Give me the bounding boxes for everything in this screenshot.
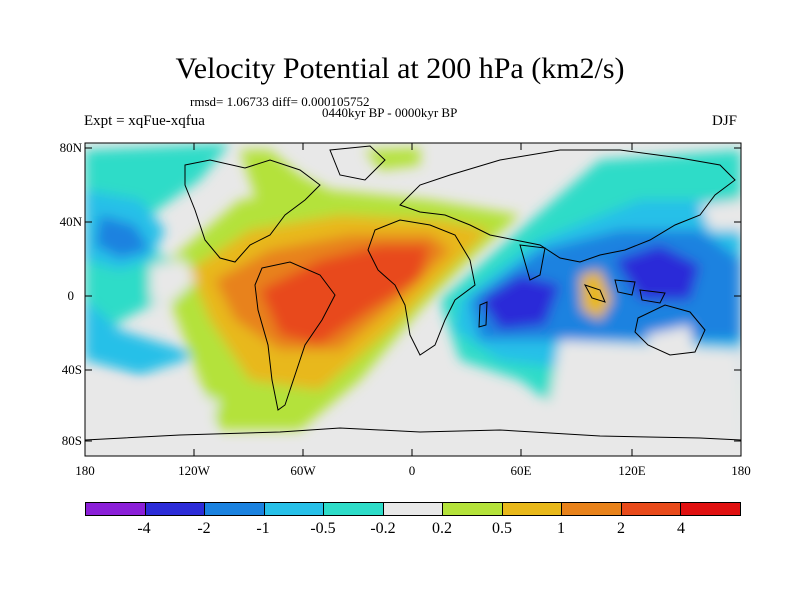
- stats-line: rmsd= 1.06733 diff= 0.000105752: [190, 94, 370, 109]
- lon-label: 180: [75, 463, 95, 478]
- lat-label: 0: [67, 288, 75, 303]
- colorbar-label: -0.5: [310, 520, 336, 537]
- experiment-label: Expt = xqFue-xqfua: [84, 113, 205, 129]
- season-label: DJF: [712, 113, 738, 129]
- lat-label: 80N: [59, 140, 82, 155]
- colorbar-label: -2: [197, 520, 211, 537]
- lat-label: 40S: [61, 362, 82, 377]
- colorbar-label: -4: [137, 520, 151, 537]
- colorbar-label: 1: [557, 520, 565, 537]
- colorbar-swatch: [502, 502, 563, 516]
- colorbar-swatch: [443, 502, 503, 516]
- lon-label: 120W: [178, 463, 210, 478]
- lon-label: 60W: [290, 463, 316, 478]
- colorbar-swatch: [383, 502, 444, 516]
- colorbar-swatch: [621, 502, 682, 516]
- axis-ticks: [84, 143, 742, 456]
- lon-label: 120E: [618, 463, 646, 478]
- map-title: Velocity Potential at 200 hPa (km2/s): [175, 52, 625, 85]
- colorbar-swatch: [264, 502, 325, 516]
- colorbar-swatch: [681, 502, 742, 516]
- colorbar: [85, 502, 742, 516]
- period-label: 0440kyr BP - 0000kyr BP: [322, 105, 458, 120]
- colorbar-label: 0.5: [492, 520, 512, 537]
- colorbar-swatch: [85, 502, 146, 516]
- colorbar-label: -0.2: [370, 520, 396, 537]
- lon-label: 0: [408, 463, 416, 478]
- colorbar-label: 4: [677, 520, 685, 537]
- coastlines: [85, 145, 741, 441]
- colorbar-swatch: [562, 502, 622, 516]
- colorbar-swatch: [205, 502, 265, 516]
- colorbar-label: 0.2: [432, 520, 452, 537]
- map-frame: [84, 142, 742, 457]
- lat-label: 80S: [61, 433, 82, 448]
- colorbar-label: 2: [617, 520, 625, 537]
- lat-label: 40N: [59, 214, 82, 229]
- colorbar-swatch: [324, 502, 384, 516]
- lon-label: 180: [731, 463, 751, 478]
- colorbar-swatch: [145, 502, 206, 516]
- colorbar-label: -1: [256, 520, 270, 537]
- contour-field: [85, 143, 741, 456]
- lon-label: 60E: [510, 463, 532, 478]
